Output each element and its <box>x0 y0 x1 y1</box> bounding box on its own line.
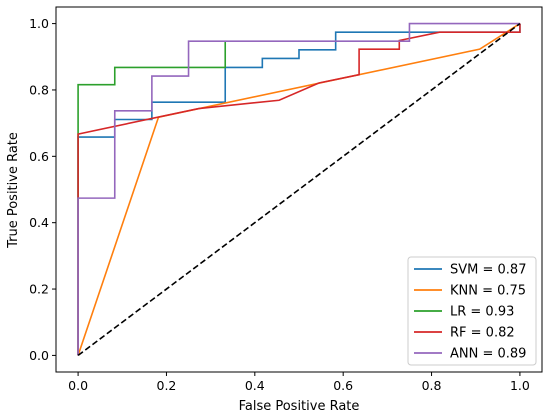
series-line-rf <box>77 23 521 356</box>
plot-frame <box>55 6 543 373</box>
y-axis-title: True Positive Rate <box>6 132 21 249</box>
x-tick-label: 0.8 <box>422 378 442 393</box>
x-axis-title: False Positive Rate <box>239 399 360 414</box>
x-tick-label: 0.0 <box>68 378 88 393</box>
legend-label: KNN = 0.75 <box>450 284 526 299</box>
legend-label: SVM = 0.87 <box>450 263 526 278</box>
series-line-lr <box>77 41 227 356</box>
x-axis-ticks: 0.0 0.2 0.4 0.6 0.8 1.0 <box>68 372 530 393</box>
y-tick-label: 1.0 <box>29 16 49 31</box>
legend-label: ANN = 0.89 <box>450 347 526 362</box>
x-tick-label: 0.6 <box>333 378 353 393</box>
y-tick-label: 0.6 <box>29 149 49 164</box>
y-tick-label: 0.0 <box>29 348 49 363</box>
y-tick-label: 0.4 <box>29 215 49 230</box>
y-tick-label: 0.8 <box>29 82 49 97</box>
series-layer <box>77 22 521 357</box>
x-tick-label: 0.2 <box>157 378 177 393</box>
chance-diagonal-line <box>77 22 521 357</box>
y-axis-ticks: 0.0 0.2 0.4 0.6 0.8 1.0 <box>29 16 56 363</box>
legend-label: LR = 0.93 <box>450 305 514 320</box>
legend-box <box>407 256 537 366</box>
series-line-ann <box>77 22 520 356</box>
x-tick-label: 1.0 <box>510 378 530 393</box>
y-tick-label: 0.2 <box>29 282 49 297</box>
legend-label: RF = 0.82 <box>450 326 515 341</box>
legend: SVM = 0.87 KNN = 0.75 LR = 0.93 RF = 0.82 AN… <box>407 256 537 366</box>
x-tick-label: 0.4 <box>245 378 265 393</box>
